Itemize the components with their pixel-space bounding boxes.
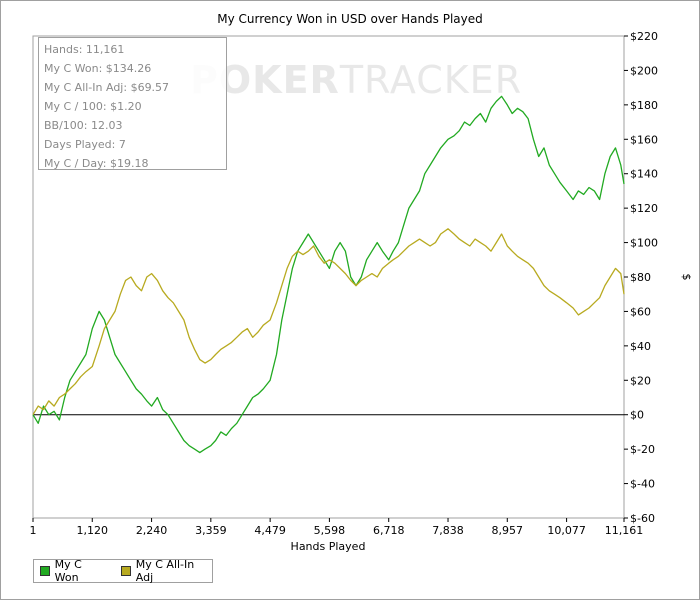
y-tick-label: $0 (630, 409, 644, 422)
x-tick-label: 6,718 (373, 524, 405, 537)
y-tick-label: $-20 (630, 443, 655, 456)
chart-title: My Currency Won in USD over Hands Played (217, 12, 483, 26)
pokertracker-watermark: POKERTRACKER (190, 58, 522, 102)
legend-swatch-won (40, 566, 50, 576)
x-tick-label: 1,120 (77, 524, 109, 537)
x-tick-label: 7,838 (432, 524, 464, 537)
stats-box: Hands: 11,161 My C Won: $134.26 My C All… (38, 37, 227, 170)
y-tick-label: $-40 (630, 478, 655, 491)
y-tick-label: $20 (630, 374, 651, 387)
series-line-allin-adj (32, 228, 625, 416)
y-tick-label: $-60 (630, 512, 655, 525)
y-tick-label: $100 (630, 237, 658, 250)
x-tick-label: 10,077 (547, 524, 586, 537)
x-tick-label: 3,359 (195, 524, 227, 537)
series-line-won (32, 95, 625, 454)
y-axis-label: $ (680, 274, 693, 281)
x-tick-label: 1 (30, 524, 37, 537)
y-tick-label: $120 (630, 202, 658, 215)
y-tick-label: $40 (630, 340, 651, 353)
stat-per-day: My C / Day: $19.18 (44, 157, 149, 170)
y-tick-label: $220 (630, 30, 658, 43)
stat-won: My C Won: $134.26 (44, 62, 152, 75)
x-tick-label: 4,479 (254, 524, 286, 537)
legend-item-won: My C Won (40, 558, 107, 584)
stat-hands: Hands: 11,161 (44, 43, 125, 56)
stat-allin-adj: My C All-In Adj: $69.57 (44, 81, 170, 94)
legend-label-won: My C Won (54, 558, 82, 584)
chart-legend: My C Won My C All-In Adj (33, 558, 213, 584)
x-tick-label: 11,161 (605, 524, 644, 537)
watermark-light: TRACKER (339, 58, 523, 102)
legend-label-allin: My C All-In Adj (135, 558, 195, 584)
y-tick-label: $80 (630, 271, 651, 284)
stat-bb-100: BB/100: 12.03 (44, 119, 123, 132)
x-tick-label: 5,598 (314, 524, 346, 537)
stat-per-100: My C / 100: $1.20 (44, 100, 142, 113)
y-tick-label: $60 (630, 305, 651, 318)
y-tick-label: $200 (630, 64, 658, 77)
x-tick-label: 2,240 (136, 524, 168, 537)
y-tick-label: $160 (630, 133, 658, 146)
x-tick-label: 8,957 (492, 524, 524, 537)
y-tick-label: $180 (630, 99, 658, 112)
x-axis-label: Hands Played (291, 540, 366, 553)
y-tick-label: $140 (630, 168, 658, 181)
stat-days: Days Played: 7 (44, 138, 126, 151)
legend-item-allin: My C All-In Adj (121, 558, 212, 584)
legend-swatch-allin (121, 566, 131, 576)
